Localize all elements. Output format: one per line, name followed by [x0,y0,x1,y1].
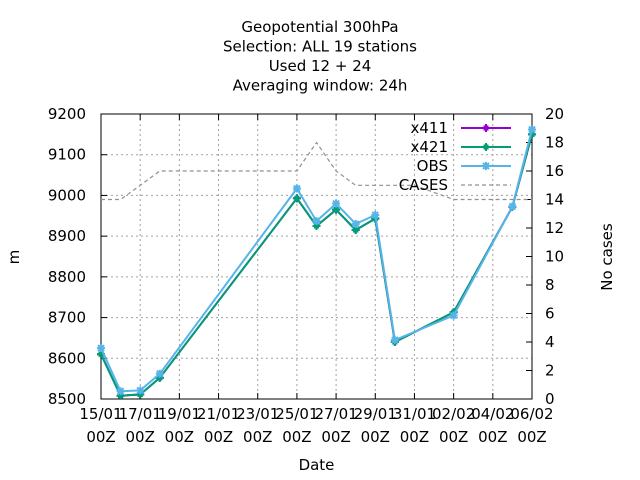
y2-tick-label: 2 [545,362,555,380]
series-line [100,129,533,393]
x-axis-label: Date [299,456,335,474]
point-marker [137,392,143,398]
y-tick-label: 8600 [48,349,86,367]
y2-tick-label: 12 [545,219,564,237]
legend-label: x411 [410,119,448,137]
y-tick-label: 9200 [48,105,86,123]
x-tick-label: 00Z [400,428,429,446]
point-marker [99,346,103,351]
point-marker [157,375,163,381]
x-tick-label: 00Z [86,428,115,446]
series-group [97,125,536,400]
x-tick-label: 00Z [204,428,233,446]
point-marker [157,371,162,376]
grid [101,114,532,399]
point-marker [510,204,515,209]
point-marker [353,221,358,226]
y-axis-label: m [5,250,23,265]
y2-tick-label: 4 [545,333,555,351]
series-obs [97,125,536,396]
point-marker [294,195,300,201]
x-tick-label: 00Z [243,428,272,446]
x-tick-label: 00Z [517,428,546,446]
point-marker [333,207,339,213]
axis-ticks: 15/0100Z17/0100Z19/0100Z21/0100Z23/0100Z… [48,105,564,446]
title-line: Geopotential 300hPa [241,18,398,36]
title-line: Selection: ALL 19 stations [223,38,417,56]
y-tick-label: 8500 [48,390,86,408]
y-tick-label: 9100 [48,146,86,164]
x-tick-label: 23/01 [236,405,279,423]
x-tick-label: 00Z [125,428,154,446]
y2-tick-label: 6 [545,305,555,323]
y2-tick-label: 0 [545,390,555,408]
y-tick-label: 8900 [48,227,86,245]
plot-frame [100,113,533,400]
point-marker [483,125,489,131]
x-tick-label: 19/01 [158,405,201,423]
point-marker [334,201,339,206]
y2-tick-label: 20 [545,105,564,123]
x-tick-label: 00Z [439,428,468,446]
y-tick-label: 8800 [48,268,86,286]
x-tick-label: 00Z [321,428,350,446]
y2-tick-label: 18 [545,134,564,152]
x-tick-label: 04/02 [471,405,514,423]
title-line: Used 12 + 24 [269,57,372,75]
x-tick-label: 02/02 [432,405,475,423]
y2-tick-label: 16 [545,162,564,180]
point-marker [314,219,319,224]
y2-tick-label: 10 [545,248,564,266]
x-tick-label: 06/02 [510,405,553,423]
chart-title: Geopotential 300hPa Selection: ALL 19 sta… [223,18,417,95]
series-line [100,134,533,397]
legend-label: x421 [410,138,448,156]
x-tick-label: 21/01 [197,405,240,423]
y-tick-label: 8700 [48,309,86,327]
series-cases [101,141,532,201]
x-tick-label: 27/01 [314,405,357,423]
legend-label: OBS [417,157,448,175]
point-marker [529,131,535,137]
legend-label: CASES [399,176,448,194]
x-tick-label: 15/01 [79,405,122,423]
point-marker [118,393,124,399]
point-marker [530,127,534,132]
point-marker [98,351,104,357]
y2-tick-label: 8 [545,276,555,294]
x-tick-label: 31/01 [393,405,436,423]
x-tick-label: 00Z [282,428,311,446]
point-marker [373,212,378,217]
series-line [100,134,533,397]
point-marker [138,388,143,393]
x-tick-label: 29/01 [354,405,397,423]
x-tick-label: 00Z [165,428,194,446]
point-marker [484,164,488,168]
x-tick-label: 17/01 [119,405,162,423]
title-line: Averaging window: 24h [233,77,408,95]
point-marker [483,144,489,150]
point-marker [118,389,123,394]
y2-tick-label: 14 [545,191,564,209]
point-marker [353,227,359,233]
y-tick-label: 9000 [48,186,86,204]
point-marker [451,313,456,318]
point-marker [392,337,397,342]
x-tick-label: 25/01 [275,405,318,423]
point-marker [314,223,319,229]
point-marker [294,186,299,191]
x-tick-label: 00Z [361,428,390,446]
series-line [101,141,532,201]
x-tick-label: 00Z [478,428,507,446]
y2-axis-label: No cases [598,223,616,291]
